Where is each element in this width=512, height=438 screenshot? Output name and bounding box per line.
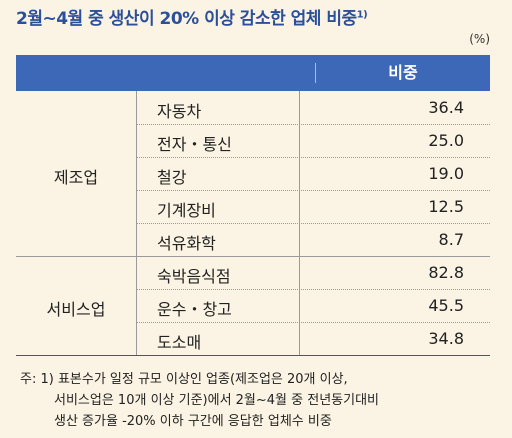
group-label: 서비스업 (46, 299, 106, 319)
category-label: 도소매 (157, 333, 202, 352)
footnote-line-1: 주: 1) 표본수가 일정 규모 이상인 업종(제조업은 20개 이상, (20, 372, 348, 387)
table-header: 비중 (16, 55, 490, 91)
category-label: 자동차 (157, 102, 202, 121)
row-divider (136, 223, 490, 224)
header-share: 비중 (388, 63, 418, 82)
group-divider (136, 256, 137, 355)
category-label: 전자・통신 (157, 135, 232, 154)
row-divider (136, 124, 490, 125)
value-cell: 36.4 (428, 98, 464, 117)
group-bottom-line (16, 256, 490, 257)
row-divider (136, 190, 490, 191)
group-bottom-line (16, 355, 490, 356)
category-label: 철강 (157, 168, 187, 187)
row-divider (136, 157, 490, 158)
value-cell: 45.5 (428, 296, 464, 315)
value-cell: 8.7 (438, 230, 464, 249)
category-label: 기계장비 (157, 201, 216, 220)
value-divider (299, 91, 300, 256)
value-cell: 12.5 (428, 197, 464, 216)
category-label: 숙박음식점 (157, 267, 231, 286)
value-cell: 19.0 (428, 164, 464, 183)
title-footnote-mark: 1) (356, 9, 368, 21)
value-cell: 25.0 (428, 131, 464, 150)
row-divider (136, 322, 490, 323)
value-cell: 34.8 (428, 329, 464, 348)
unit-label: (%) (469, 32, 490, 46)
category-label: 석유화학 (157, 234, 216, 253)
footnote-line-2: 서비스업은 10개 이상 기준)에서 2월~4월 중 전년동기대비 (54, 393, 380, 408)
value-divider (299, 256, 300, 355)
chart-title: 2월~4월 중 생산이 20% 이상 감소한 업체 비중1) (16, 9, 368, 29)
footnote-line-3: 생산 증가율 -20% 이하 구간에 응답한 업체수 비중 (54, 414, 332, 429)
group-label: 제조업 (53, 167, 99, 187)
row-divider (136, 289, 490, 290)
group-divider (136, 91, 137, 256)
header-separator (315, 63, 316, 83)
value-cell: 82.8 (428, 263, 464, 282)
category-label: 운수・창고 (157, 300, 232, 319)
